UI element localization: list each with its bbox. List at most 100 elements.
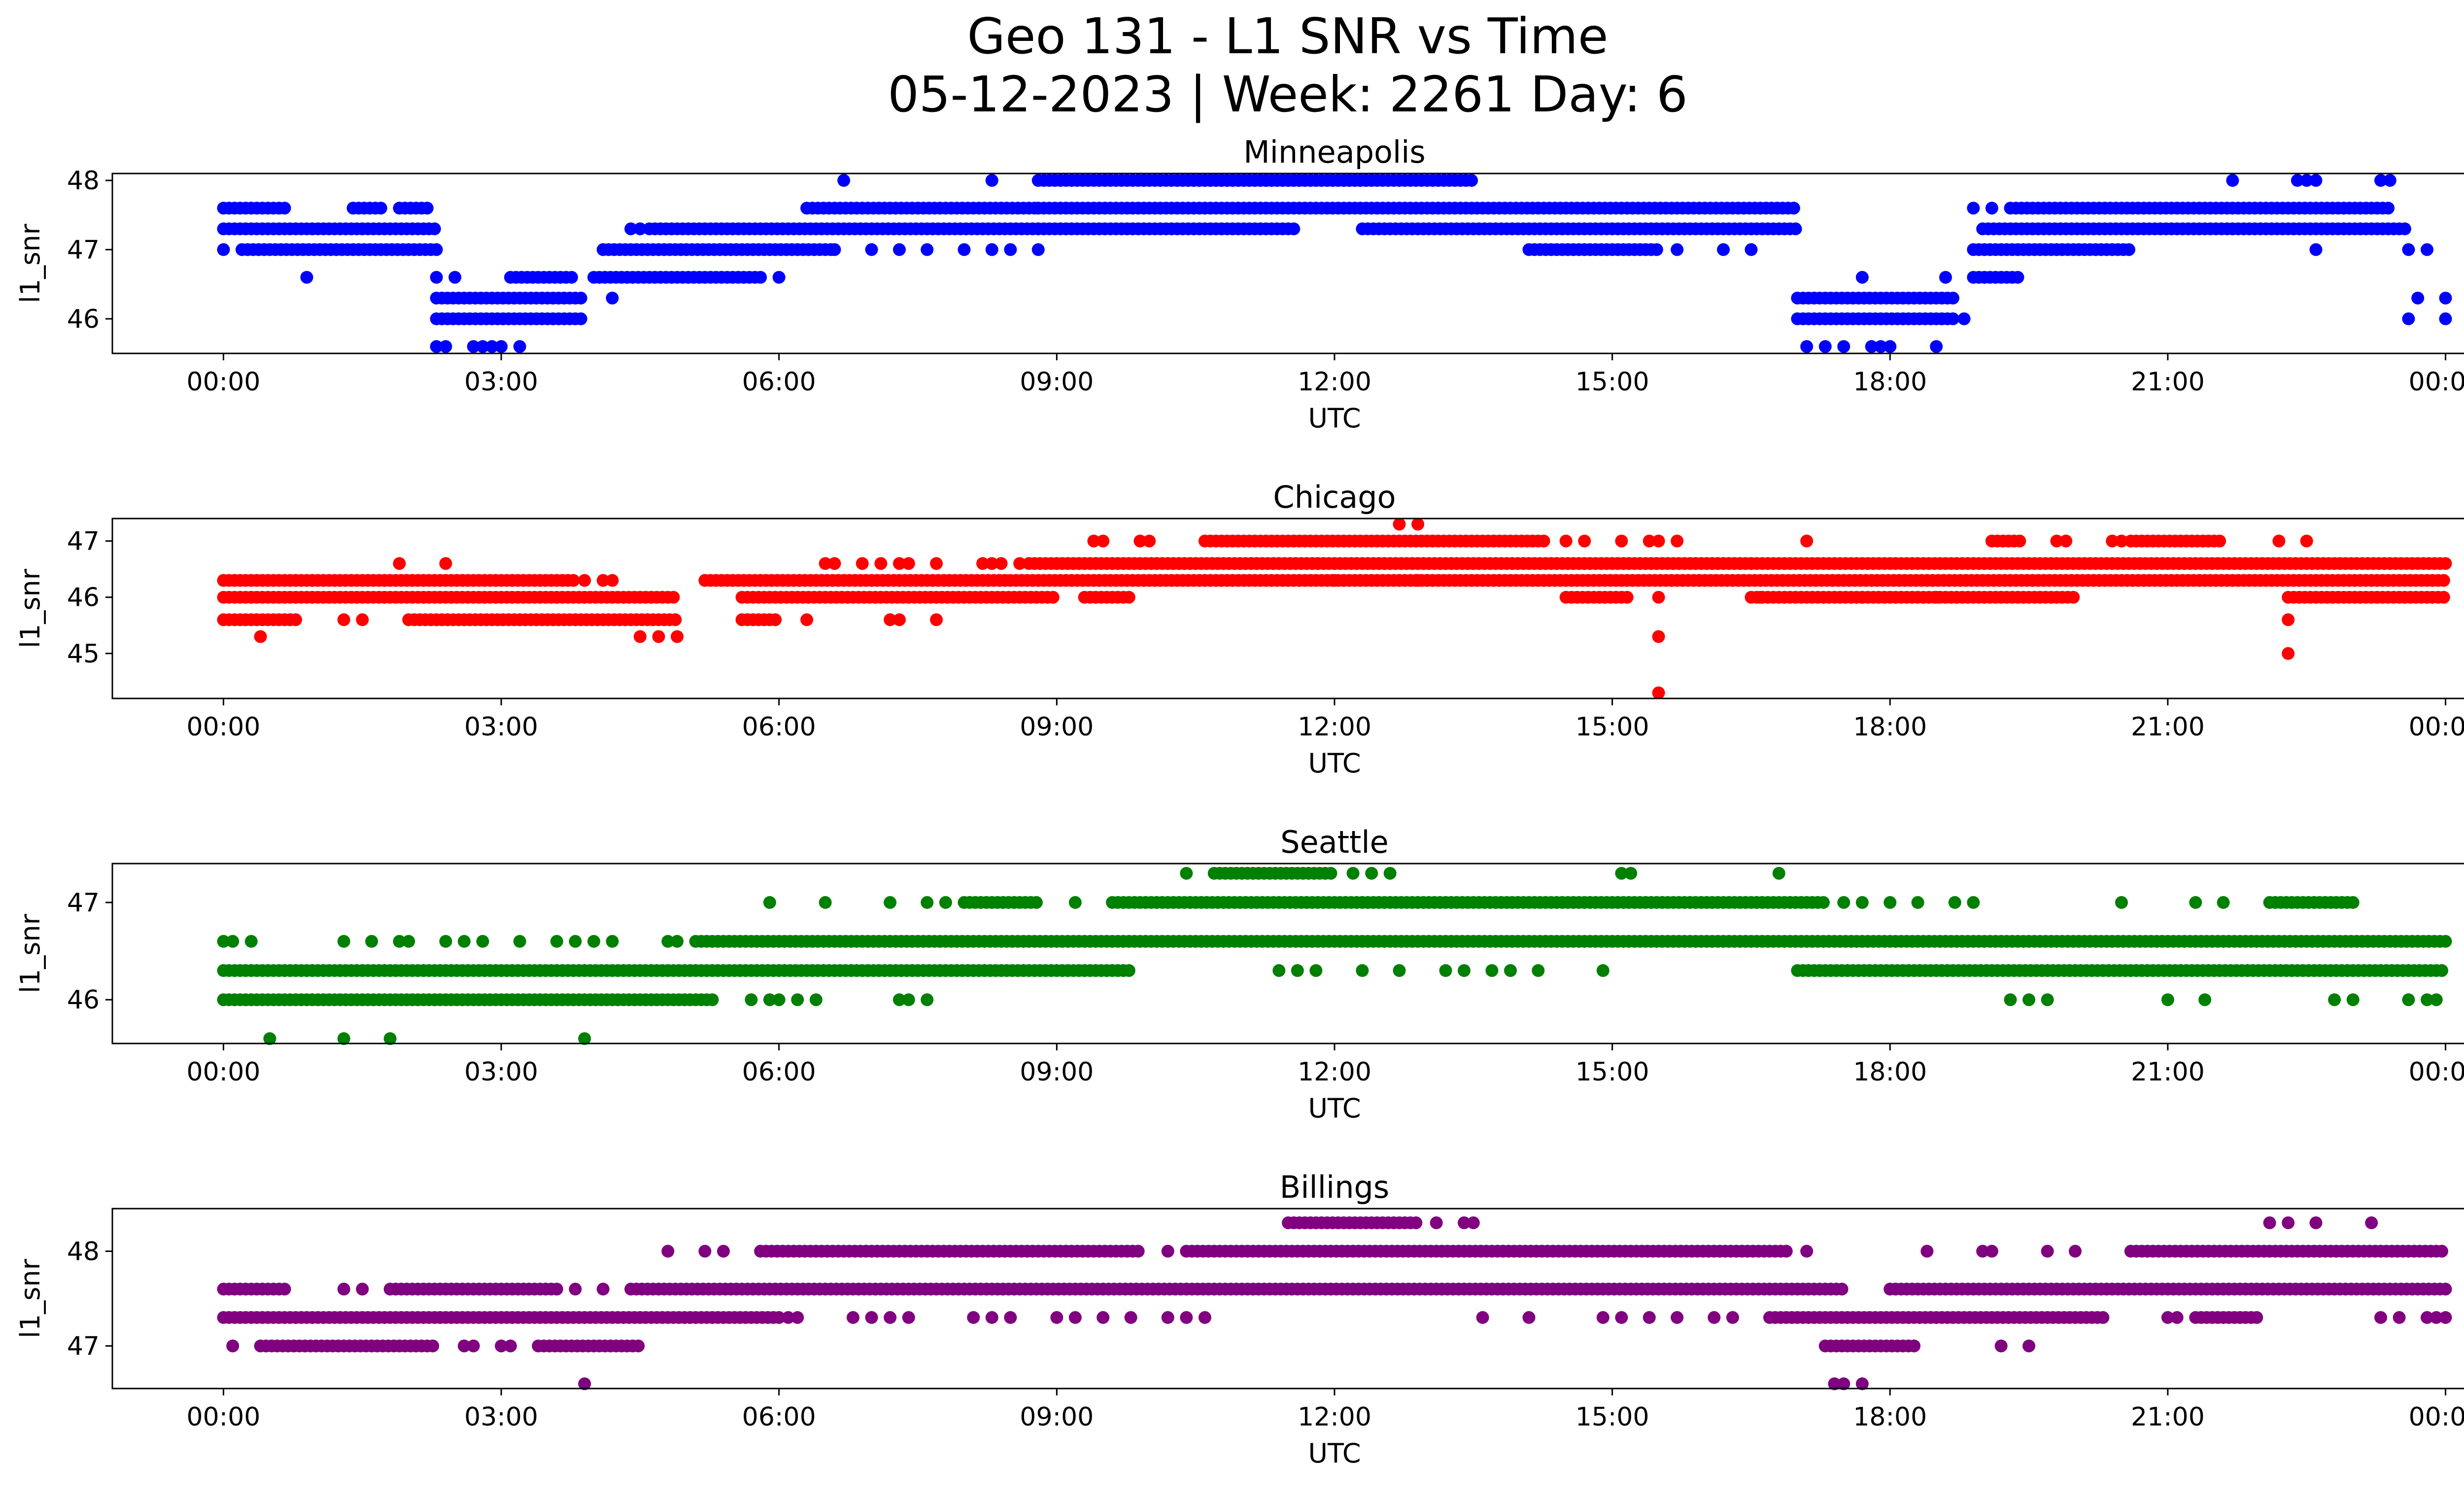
x-tick-label: 00:00 [187, 367, 261, 397]
data-point [667, 591, 680, 604]
data-point [1652, 591, 1665, 604]
panel-title: Seattle [1280, 824, 1388, 860]
data-point [2435, 1245, 2448, 1258]
data-point [1855, 271, 1869, 284]
data-point [420, 202, 434, 215]
data-point [1726, 1311, 1739, 1324]
x-tick-label: 00:00 [2409, 367, 2464, 397]
data-point [2300, 174, 2313, 187]
data-point [1411, 518, 1425, 531]
data-point [569, 935, 582, 948]
x-tick-label: 21:00 [2131, 1057, 2205, 1087]
data-point [1643, 1311, 1656, 1324]
data-point [244, 935, 258, 948]
data-point [1615, 1311, 1628, 1324]
data-point [2382, 202, 2395, 215]
data-point [2198, 993, 2212, 1007]
data-point [1272, 964, 1286, 977]
data-point [1930, 591, 1943, 604]
y-axis-label: l1_snr [15, 568, 46, 648]
data-point [2393, 1311, 2406, 1324]
data-point [1287, 222, 1300, 236]
y-tick-label: 48 [67, 166, 100, 196]
data-point [763, 993, 776, 1007]
data-point [1393, 574, 1406, 587]
data-point [2309, 174, 2323, 187]
data-point [356, 1283, 369, 1296]
data-point [2430, 1311, 2443, 1324]
data-point [1671, 243, 1684, 256]
data-point [1096, 534, 1110, 548]
data-point [457, 935, 471, 948]
data-point [278, 202, 291, 215]
x-tick-label: 06:00 [742, 1402, 816, 1432]
panel-billings: Billings 00:00 03:00 06:00 09:00 12:00 15:00 18… [15, 1169, 2464, 1469]
data-point [1835, 1283, 1848, 1296]
data-points [217, 1216, 2452, 1391]
data-point [337, 935, 350, 948]
x-axis-label: UTC [1308, 1093, 1361, 1124]
y-tick-label: 46 [67, 305, 100, 334]
data-point [467, 1339, 480, 1353]
data-point [2106, 534, 2119, 548]
y-axis-label: l1_snr [15, 223, 46, 303]
data-point [2069, 1245, 2082, 1258]
data-point [2439, 935, 2452, 948]
data-point [1430, 1216, 1443, 1229]
data-point [1013, 557, 1027, 570]
data-point [985, 174, 998, 187]
data-point [1476, 1311, 1489, 1324]
y-tick-label: 47 [67, 527, 100, 556]
data-point [791, 993, 804, 1007]
data-point [930, 557, 943, 570]
data-point [2365, 1216, 2378, 1229]
data-point [2437, 591, 2450, 604]
data-point [383, 1032, 397, 1045]
data-point [1671, 534, 1684, 548]
data-point [1324, 867, 1337, 880]
data-point [772, 1311, 786, 1324]
x-tick-label: 00:00 [2409, 1057, 2464, 1087]
data-point [1650, 243, 1663, 256]
data-point [1985, 202, 1998, 215]
data-point [2439, 557, 2452, 570]
data-point [772, 271, 786, 284]
data-point [1800, 1245, 1814, 1258]
data-point [884, 896, 897, 909]
data-point [365, 935, 378, 948]
data-point [706, 993, 719, 1007]
data-point [1356, 964, 1369, 977]
data-point [2435, 964, 2448, 977]
data-point [772, 993, 786, 1007]
data-point [2013, 534, 2026, 548]
data-point [2402, 243, 2415, 256]
data-point [1004, 243, 1017, 256]
data-point [2213, 534, 2226, 548]
data-point [1411, 574, 1425, 587]
data-point [902, 557, 915, 570]
data-point [2263, 1216, 2276, 1229]
data-point [2282, 613, 2295, 626]
data-point [495, 1339, 508, 1353]
data-point [430, 243, 443, 256]
data-point [985, 557, 998, 570]
x-tick-label: 09:00 [1020, 712, 1094, 742]
data-point [1947, 291, 1959, 305]
data-point [1031, 243, 1045, 256]
data-point [624, 222, 638, 236]
data-point [337, 613, 350, 626]
data-point [1976, 1245, 1989, 1258]
x-axis-label: UTC [1308, 1438, 1361, 1469]
y-axis-label: l1_snr [15, 913, 46, 993]
x-tick-label: 03:00 [464, 367, 538, 397]
y-tick-label: 46 [67, 985, 100, 1015]
data-point [1393, 964, 1406, 977]
x-tick-label: 18:00 [1853, 712, 1927, 742]
data-point [485, 340, 499, 353]
data-point [633, 222, 647, 236]
data-point [1643, 534, 1656, 548]
data-point [1652, 686, 1665, 699]
data-point [1465, 174, 1478, 187]
panel-chicago: Chicago 00:00 03:00 06:00 09:00 12:00 15:00 18:… [15, 479, 2464, 779]
data-point [476, 935, 489, 948]
